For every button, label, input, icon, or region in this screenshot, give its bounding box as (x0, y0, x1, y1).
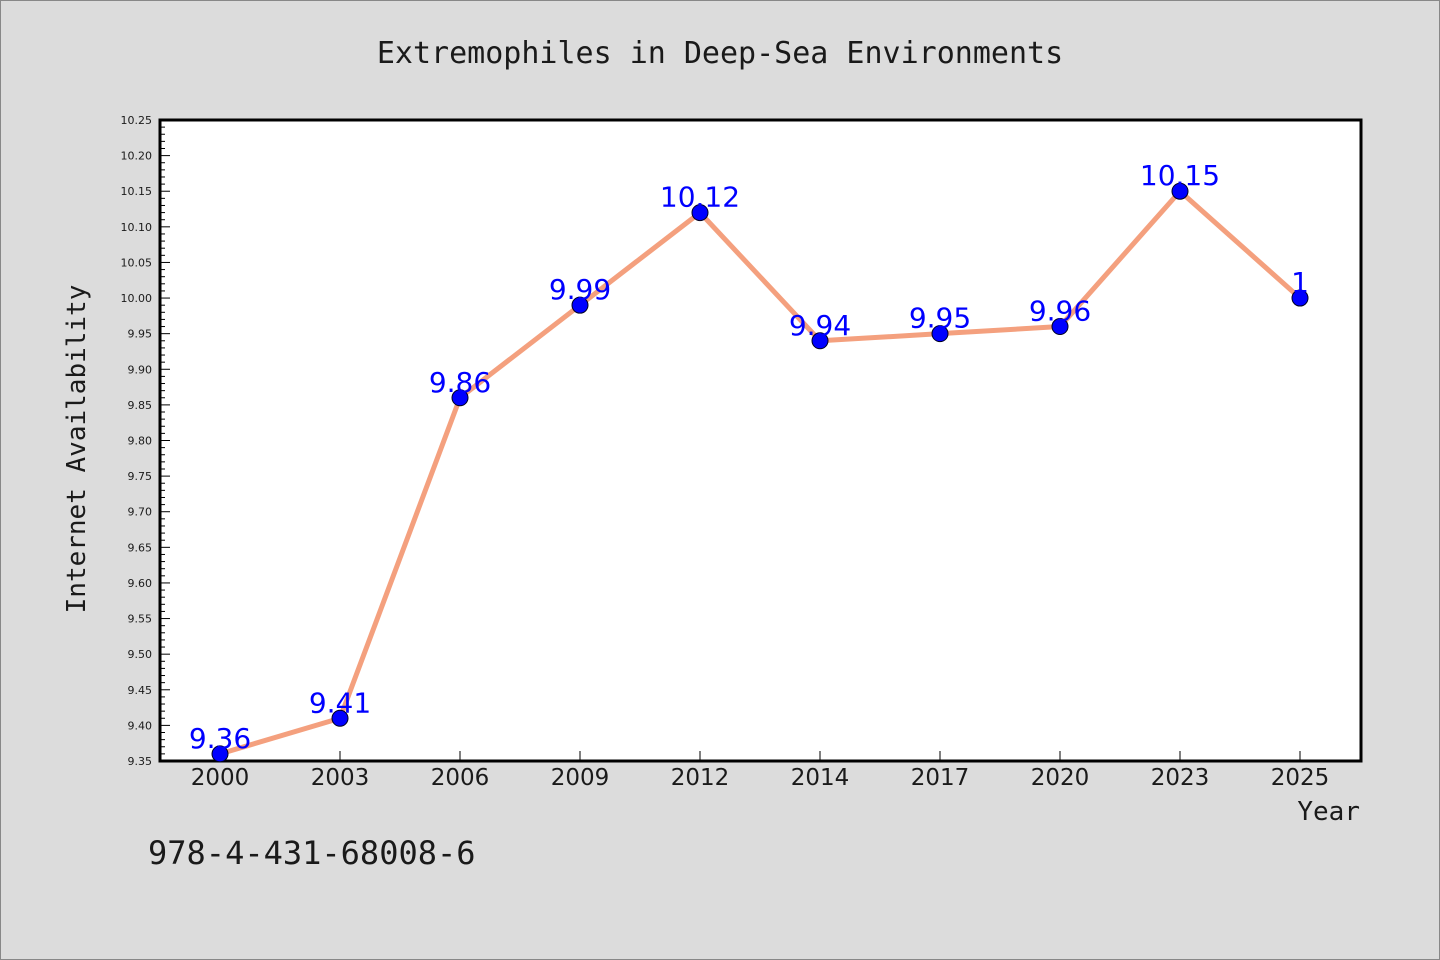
data-label: 9.86 (429, 366, 491, 399)
y-tick-label: 10.10 (121, 221, 153, 234)
x-tick-label: 2006 (431, 765, 490, 791)
data-point (211, 745, 229, 763)
x-axis: 2000 2003 2006 2009 2012 2014 2017 2020 2023 2025 (191, 751, 1330, 791)
data-point (691, 204, 709, 222)
x-tick-label: 2012 (671, 765, 730, 791)
chart-title: Extremophiles in Deep-Sea Environments (377, 36, 1063, 71)
data-label: 9.96 (1029, 295, 1091, 328)
data-point (571, 296, 589, 314)
y-tick-label: 10.05 (121, 256, 153, 269)
data-point (1171, 182, 1189, 200)
x-tick-label: 2025 (1271, 765, 1330, 791)
data-label: 9.95 (909, 302, 971, 335)
x-tick-label: 2014 (791, 765, 850, 791)
data-label: 1 (1291, 266, 1309, 299)
x-tick-label: 2023 (1151, 765, 1210, 791)
plot-area (158, 118, 1363, 763)
data-point (811, 332, 829, 350)
y-tick-label: 9.80 (128, 435, 153, 448)
data-points (211, 182, 1309, 763)
x-tick-label: 2020 (1031, 765, 1090, 791)
data-point (1051, 318, 1069, 336)
data-label: 10.12 (660, 181, 740, 214)
data-labels: 9.36 9.41 9.86 9.99 10.12 9.94 9.95 9.96 10.15 1 (189, 159, 1309, 755)
y-tick-label: 9.75 (128, 470, 153, 483)
y-tick-label: 10.20 (121, 150, 153, 163)
data-label: 10.15 (1140, 159, 1220, 192)
x-axis-label: Year (1297, 797, 1360, 827)
data-point (931, 325, 949, 343)
y-tick-label: 9.50 (128, 648, 153, 661)
y-tick-label: 9.60 (128, 577, 153, 590)
data-point (1291, 289, 1309, 307)
y-tick-label: 9.85 (128, 399, 153, 412)
y-tick-label: 9.55 (128, 613, 153, 626)
y-tick-label: 9.40 (128, 719, 153, 732)
y-tick-label: 9.65 (128, 541, 153, 554)
y-tick-label: 9.95 (128, 328, 153, 341)
y-axis-label: Internet Availability (62, 285, 92, 614)
y-tick-label: 10.25 (121, 114, 153, 127)
y-tick-label: 9.45 (128, 684, 153, 697)
data-label: 9.36 (189, 722, 251, 755)
y-tick-label: 9.90 (128, 363, 153, 376)
y-tick-label: 9.70 (128, 506, 153, 519)
x-tick-label: 2003 (311, 765, 370, 791)
x-tick-label: 2009 (551, 765, 610, 791)
series-line (219, 188, 1302, 757)
y-tick-label: 10.15 (121, 185, 153, 198)
y-axis: 9.35 9.40 9.45 9.50 9.55 9.60 9.65 9.70 9.75 9.80… (121, 114, 170, 768)
y-tick-label: 10.00 (121, 292, 153, 305)
x-tick-label: 2000 (191, 765, 250, 791)
data-label: 9.99 (549, 273, 611, 306)
x-tick-label: 2017 (911, 765, 970, 791)
data-point (331, 709, 349, 727)
data-label: 9.94 (789, 309, 851, 342)
y-tick-label: 9.35 (128, 755, 153, 768)
data-point (451, 389, 469, 407)
isbn-annotation: 978-4-431-68008-6 (148, 834, 476, 872)
series-line-group (219, 188, 1302, 757)
data-label: 9.41 (309, 686, 371, 719)
